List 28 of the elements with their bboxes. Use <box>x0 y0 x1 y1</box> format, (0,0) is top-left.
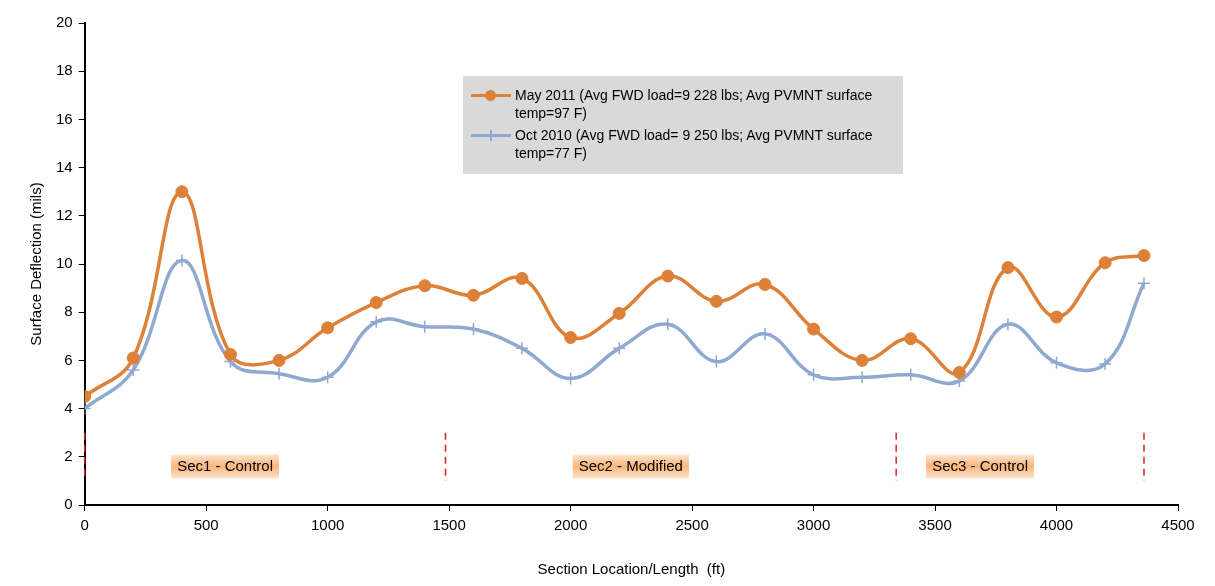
x-tick-label: 3500 <box>918 516 952 534</box>
y-axis-title: Surface Deflection (mils) <box>27 182 45 346</box>
y-tick-label: 8 <box>64 302 73 320</box>
y-tick-label: 0 <box>64 495 73 513</box>
annotation: Sec2 - Modified <box>578 456 683 474</box>
y-tick-label: 10 <box>56 254 73 272</box>
legend-label: May 2011 (Avg FWD load=9 228 lbs; Avg PVMNT surface temp=97 F) <box>515 86 874 122</box>
y-tick-label: 18 <box>56 61 73 79</box>
x-tick-label: 0 <box>80 516 89 534</box>
y-tick-label: 4 <box>64 398 73 416</box>
legend-label: Oct 2010 (Avg FWD load= 9 250 lbs; Avg PVMNT surface temp=77 F) <box>515 126 874 162</box>
y-tick-label: 6 <box>64 350 73 368</box>
y-tick-label: 20 <box>56 13 73 31</box>
x-tick-label: 1500 <box>432 516 466 534</box>
y-tick-label: 16 <box>56 109 73 127</box>
annotation: Sec3 - Control <box>932 456 1029 474</box>
x-tick-label: 1000 <box>310 516 345 534</box>
y-tick-label: 12 <box>56 205 73 223</box>
x-tick-label: 2500 <box>675 516 709 534</box>
x-tick-label: 3000 <box>796 516 831 534</box>
annotation: Sec1 - Control <box>177 456 274 474</box>
y-tick-label: 2 <box>64 446 73 464</box>
x-tick-label: 4000 <box>1039 516 1074 534</box>
y-tick-label: 14 <box>56 157 73 175</box>
x-tick-label: 500 <box>193 516 219 534</box>
x-tick-label: 4500 <box>1161 516 1195 534</box>
x-tick-label: 2000 <box>553 516 588 534</box>
x-axis-title: Section Location/Length (ft) <box>537 560 726 578</box>
